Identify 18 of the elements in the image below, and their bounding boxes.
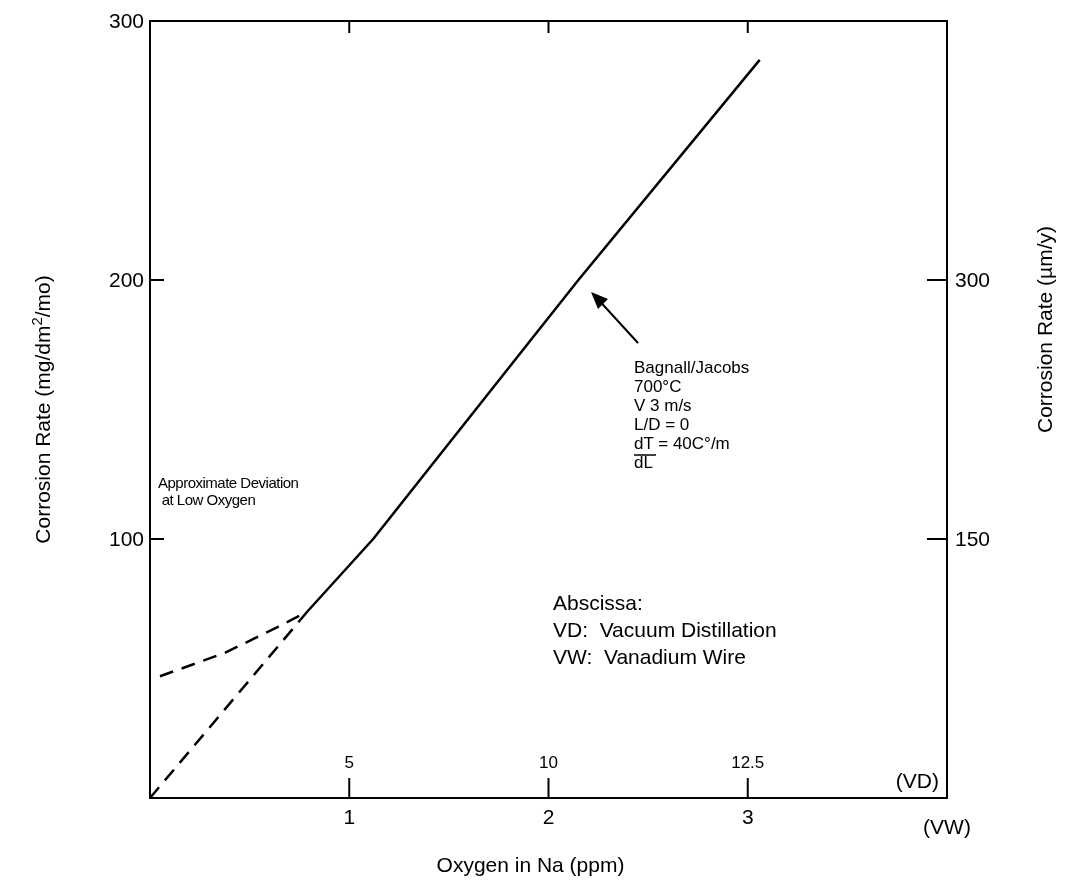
x-tick-label: 3	[741, 805, 754, 828]
annotation: 10	[539, 753, 558, 772]
x-axis-title: Oxygen in Na (ppm)	[436, 853, 625, 876]
y-tick-label: 100	[108, 527, 144, 551]
text: (VW)	[923, 815, 971, 838]
annotation: 12.5	[731, 753, 765, 772]
y-tick-label: 300	[108, 9, 144, 33]
y-tick-label: 200	[108, 268, 144, 292]
annotation: Approximate Deviation at Low Oxygen	[158, 474, 299, 508]
annotation: (VD)	[895, 769, 939, 792]
annotation: 5	[344, 753, 354, 772]
y2-axis-title: Corrosion Rate (µm/y)	[1033, 226, 1056, 433]
x-tick-label: 1	[343, 805, 356, 828]
y2-tick-label: 300	[955, 268, 991, 292]
annotation: Bagnall/Jacobs 700°C V 3 m/s L/D = 0 dT = 40C°/m dL	[634, 358, 750, 472]
annotation: Abscissa: VD: Vacuum Distillation VW: Vanadium Wire	[553, 591, 777, 668]
x-tick-label: 2	[542, 805, 555, 828]
y2-tick-label: 150	[955, 527, 991, 551]
